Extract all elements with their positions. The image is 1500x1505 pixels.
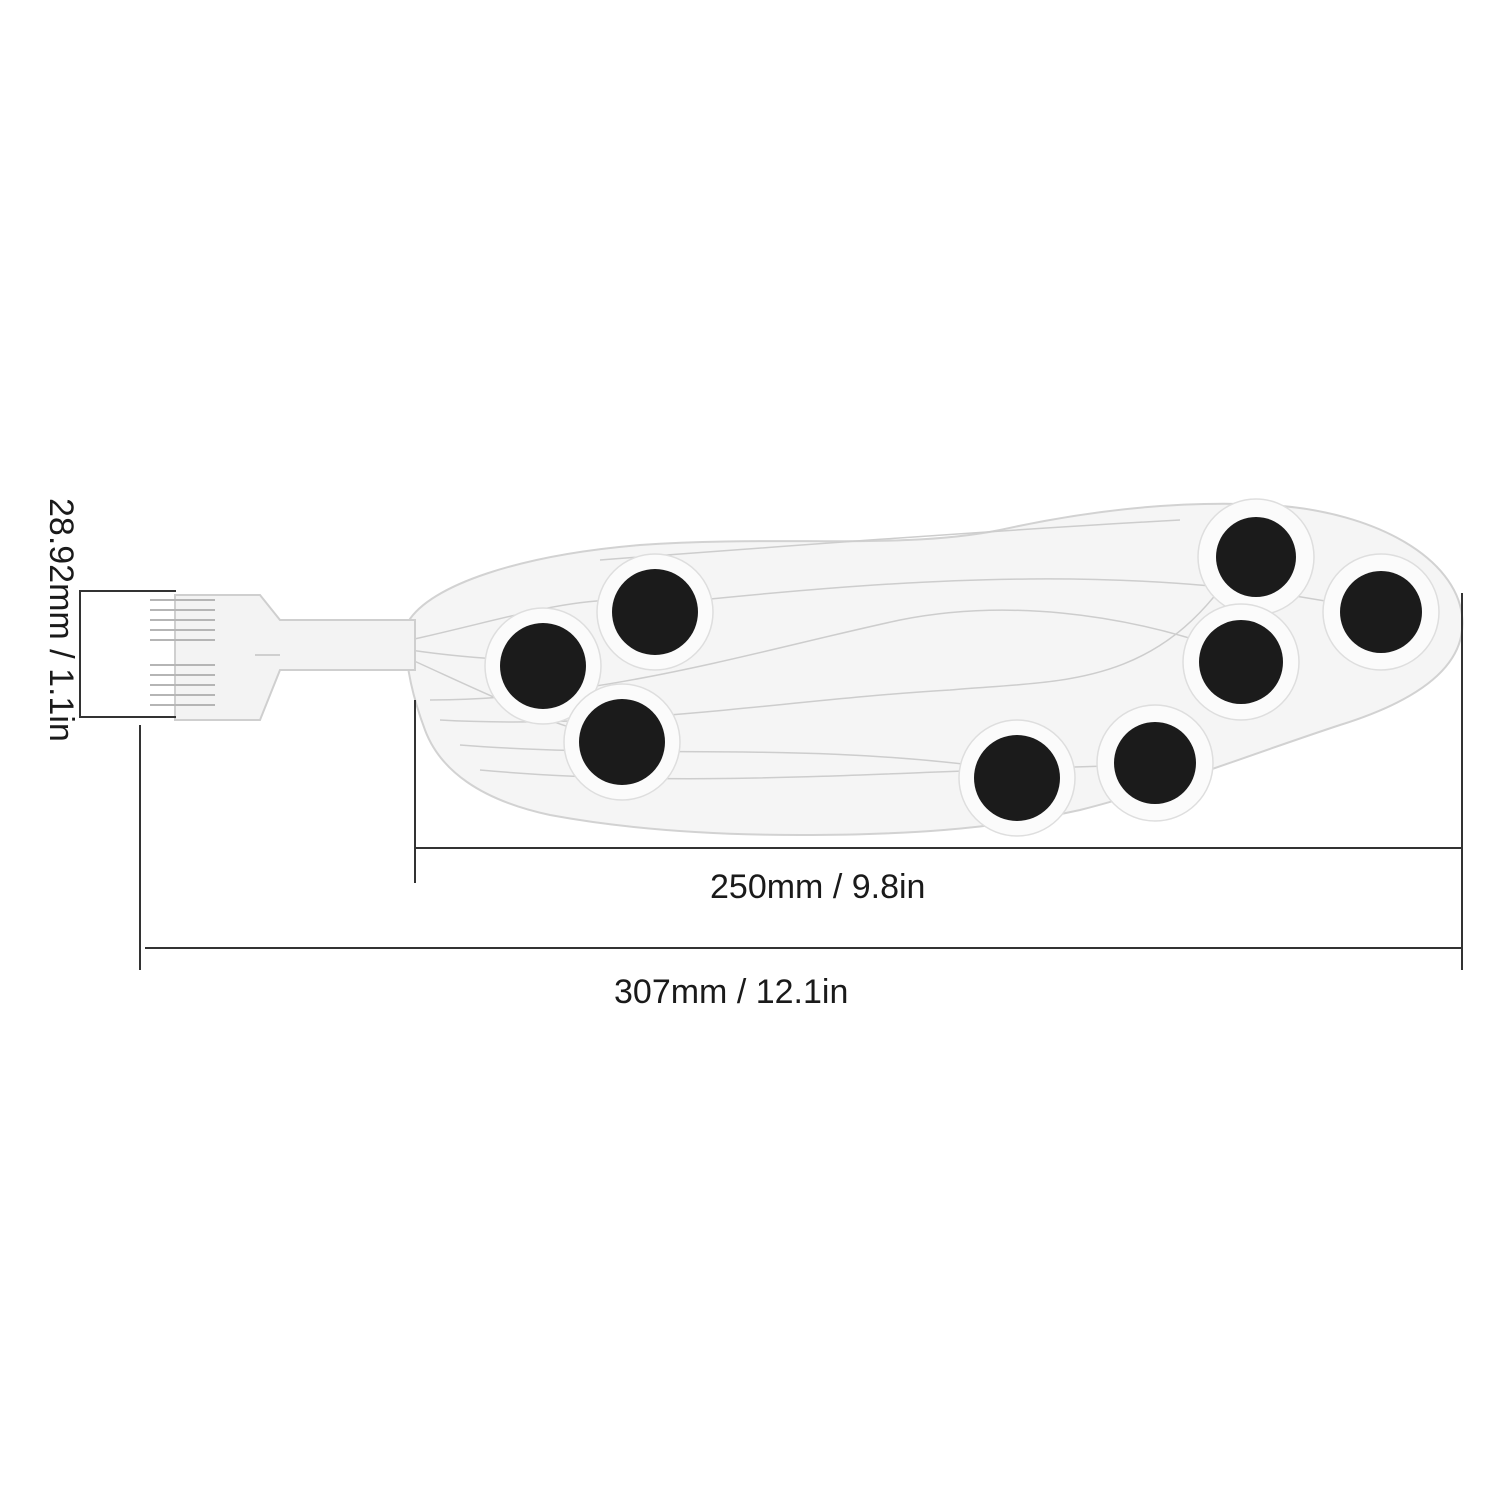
total-length-label: 307mm / 12.1in bbox=[614, 973, 849, 1011]
sensor-length-label: 250mm / 9.8in bbox=[710, 868, 926, 906]
sensor-dot bbox=[1216, 517, 1296, 597]
sensor-dot bbox=[1114, 722, 1196, 804]
connector-tail bbox=[150, 594, 416, 721]
sensor-dot bbox=[1340, 571, 1422, 653]
sensor-dots bbox=[500, 517, 1422, 821]
dimension-lines bbox=[79, 590, 1463, 970]
connector-height-bracket bbox=[79, 590, 176, 718]
sensor-dot bbox=[974, 735, 1060, 821]
sensor-dot bbox=[1199, 620, 1283, 704]
connector-pins bbox=[150, 599, 215, 706]
sensor-dot bbox=[612, 569, 698, 655]
connector-height-label: 28.92mm / 1.1in bbox=[42, 498, 80, 742]
sensor-dot bbox=[500, 623, 586, 709]
sensor-dot bbox=[579, 699, 665, 785]
